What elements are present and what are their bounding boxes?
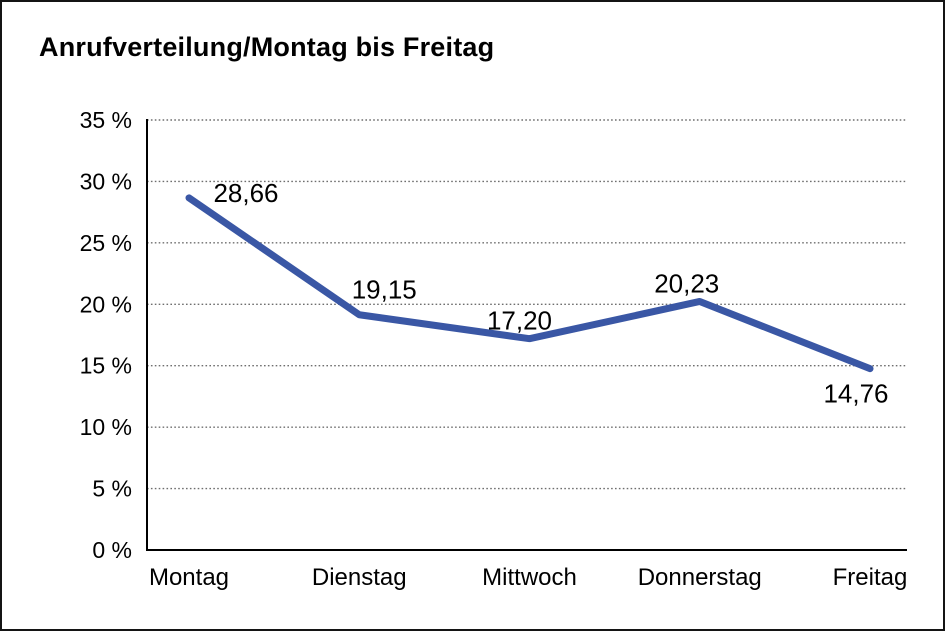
data-point-label: 28,66: [213, 178, 278, 208]
data-point-label: 20,23: [654, 268, 719, 298]
x-axis-tick-label: Freitag: [833, 564, 908, 591]
y-axis-tick-label: 0 %: [92, 537, 132, 563]
data-point-label: 19,15: [352, 275, 417, 305]
y-axis-tick-label: 5 %: [92, 476, 132, 502]
data-point-label: 14,76: [823, 379, 888, 409]
y-axis-tick-label: 35 %: [80, 107, 132, 133]
y-axis-tick-label: 25 %: [80, 230, 132, 256]
chart-title: Anrufverteilung/Montag bis Freitag: [39, 32, 495, 62]
x-axis-tick-label: Montag: [149, 564, 229, 591]
data-point-label: 17,20: [487, 306, 552, 336]
y-axis-tick-label: 15 %: [80, 353, 132, 379]
x-axis-tick-label: Mittwoch: [482, 564, 577, 591]
data-line: [185, 194, 874, 373]
y-axis-tick-label: 30 %: [80, 168, 132, 194]
y-axis-tick-label: 20 %: [80, 291, 132, 317]
x-axis-tick-label: Donnerstag: [638, 564, 762, 591]
y-axis-tick-label: 10 %: [80, 414, 132, 440]
x-axis-tick-label: Dienstag: [312, 564, 407, 591]
